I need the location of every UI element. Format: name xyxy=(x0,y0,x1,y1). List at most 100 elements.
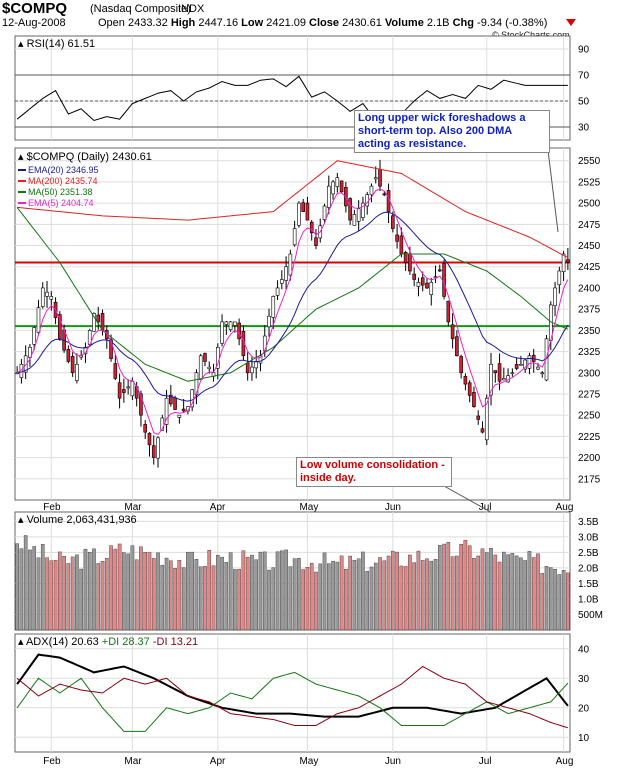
volume-bar xyxy=(275,551,280,631)
volume-bar xyxy=(544,566,549,631)
volume-bar xyxy=(194,559,199,631)
xtick-label-May: May xyxy=(299,502,318,513)
open-value: 2433.32 xyxy=(127,17,168,29)
candle-body xyxy=(540,372,545,375)
price-ytick-label: 2550 xyxy=(578,156,601,167)
candle-body xyxy=(459,356,463,374)
volume-bar xyxy=(104,557,109,631)
candle-body xyxy=(476,415,481,420)
candle-body xyxy=(437,269,442,272)
candle-body xyxy=(147,432,152,446)
candle-body xyxy=(425,282,429,289)
high-value: 2447.16 xyxy=(198,17,239,29)
price-ytick-label: 2275 xyxy=(578,389,601,400)
candle-body xyxy=(429,281,434,295)
volume-bar xyxy=(190,551,194,631)
candle-body xyxy=(181,408,186,412)
volume-bar xyxy=(53,559,58,631)
legend-EMA(20): EMA(20) 2346.95 xyxy=(28,165,99,175)
candle-body xyxy=(275,287,280,296)
candle-body xyxy=(523,359,527,370)
volume-bar xyxy=(489,548,493,631)
volume-bar xyxy=(326,563,331,631)
symbol[interactable]: $COMPQ xyxy=(2,0,68,17)
candle-body xyxy=(446,300,451,323)
ma50-line xyxy=(16,207,569,382)
candle-body xyxy=(356,208,361,222)
volume-bar xyxy=(177,560,182,631)
rsi-ytick-label: 70 xyxy=(578,71,590,82)
candle-body xyxy=(280,279,284,284)
volume-bar xyxy=(66,563,71,631)
price-ytick-label: 2375 xyxy=(578,305,601,316)
volume-ytick-label: 3.5B xyxy=(578,517,599,528)
price-ytick-label: 2500 xyxy=(578,199,601,210)
candle-body xyxy=(117,382,122,399)
volume-bar xyxy=(433,558,438,631)
volume-bar xyxy=(361,551,365,631)
price-ytick-label: 2300 xyxy=(578,368,601,379)
volume-bar xyxy=(173,568,177,631)
volume-ytick-label: 1.0B xyxy=(578,594,599,605)
rsi-label: ▴ RSI(14) 61.51 xyxy=(18,38,95,50)
volume-bar xyxy=(267,569,271,631)
candle-body xyxy=(292,228,297,246)
volume-bar xyxy=(284,549,288,631)
volume-bar xyxy=(245,556,250,631)
low-value: 2421.09 xyxy=(266,17,306,29)
volume-bar xyxy=(429,560,434,631)
candle-body xyxy=(352,214,357,226)
candle-body xyxy=(220,321,224,344)
volume-bar xyxy=(139,546,143,631)
volume-bar xyxy=(553,568,557,631)
volume-ytick-label: 500M xyxy=(578,610,603,621)
price-ytick-label: 2175 xyxy=(578,474,601,485)
candle-body xyxy=(455,336,459,357)
chg-value: -9.34 (-0.38%) xyxy=(477,17,548,29)
candle-body xyxy=(472,392,476,407)
watermark: © StockCharts.com xyxy=(492,30,570,40)
ma200-line xyxy=(17,160,569,259)
volume-bar xyxy=(484,552,489,631)
volume-bar xyxy=(348,555,352,631)
candle-body xyxy=(326,185,331,208)
volume-bar xyxy=(271,567,276,631)
volume-bar xyxy=(502,551,506,631)
xtick-label-Aug: Aug xyxy=(556,502,574,513)
low-label: Low xyxy=(241,17,264,29)
candle-body xyxy=(109,339,113,359)
price-ytick-label: 2425 xyxy=(578,262,601,273)
close-value: 2430.61 xyxy=(342,17,382,29)
candle-body xyxy=(130,380,135,397)
volume-bar xyxy=(335,561,340,631)
candle-body xyxy=(143,424,148,433)
candle-body xyxy=(566,259,570,263)
volume-bar xyxy=(28,549,32,631)
candle-body xyxy=(322,205,327,220)
candle-body xyxy=(245,362,250,374)
xtick-label-Jul: Jul xyxy=(479,756,492,767)
volume-bar xyxy=(126,553,130,631)
candle-body xyxy=(92,313,96,332)
volume-bar xyxy=(113,548,118,631)
volume-bar xyxy=(228,552,233,631)
volume-bar xyxy=(164,557,169,631)
candle-body xyxy=(403,252,408,263)
ema20-line xyxy=(17,211,569,402)
candle-body xyxy=(237,322,241,340)
candle-body xyxy=(399,235,404,255)
candle-body xyxy=(408,253,412,272)
ema5-line xyxy=(16,188,569,436)
volume-bar xyxy=(224,562,229,631)
xtick-label-Feb: Feb xyxy=(43,502,61,513)
candle-body xyxy=(557,270,562,286)
volume-bar xyxy=(476,555,481,631)
volume-bar xyxy=(510,553,515,631)
candle-body xyxy=(369,185,374,196)
volume-bar xyxy=(309,562,314,631)
candle-body xyxy=(484,397,489,441)
candle-body xyxy=(489,363,493,396)
volume-bar xyxy=(314,571,318,631)
candle-body xyxy=(416,281,421,287)
adx-label-part: ▴ ADX(14) 20.63 xyxy=(18,636,99,648)
